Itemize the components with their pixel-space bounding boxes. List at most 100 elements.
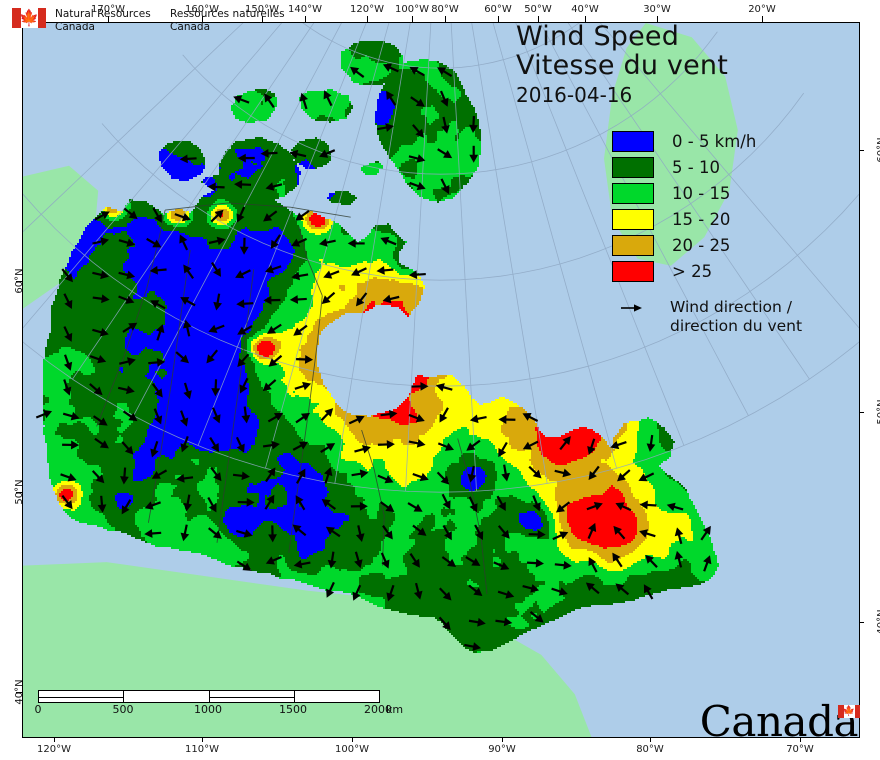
wind-arrow: [63, 326, 73, 342]
axis-label-top: 100°W: [395, 4, 429, 15]
wind-arrow: [380, 236, 397, 246]
wind-arrow: [121, 499, 132, 515]
wind-arrow: [210, 209, 224, 223]
agency-en-line1: Natural Resources: [55, 8, 151, 20]
wind-arrow: [92, 415, 108, 426]
wind-arrow: [412, 124, 424, 138]
wind-arrow: [612, 552, 623, 568]
wind-arrow: [208, 236, 226, 246]
wind-direction-label-fr: direction du vent: [670, 316, 803, 335]
axis-tick-right: [858, 622, 864, 623]
wind-arrow: [267, 412, 284, 423]
wind-arrow: [262, 440, 280, 450]
wind-arrow: [522, 440, 539, 450]
wind-arrow: [522, 584, 540, 593]
legend-row: 10 - 15: [612, 180, 802, 206]
wind-arrow: [153, 408, 163, 425]
wind-arrow: [263, 295, 281, 305]
axis-label-bottom: 120°W: [37, 744, 71, 755]
axis-label-top: 150°W: [245, 4, 279, 15]
wind-arrow: [208, 527, 222, 539]
wind-arrow: [497, 525, 510, 539]
legend-swatch: [612, 130, 654, 152]
map-canvas[interactable]: [22, 22, 860, 738]
wind-arrow: [439, 90, 449, 107]
wind-arrow: [180, 524, 190, 542]
canada-flag-icon: 🍁: [12, 8, 46, 28]
wind-arrow: [150, 300, 166, 310]
wind-arrow: [466, 439, 481, 451]
wind-arrow: [234, 180, 252, 189]
wind-arrow: [232, 471, 250, 481]
wind-arrow: [264, 494, 275, 510]
wind-arrow: [498, 415, 516, 424]
agency-en-line2: Canada: [55, 21, 95, 34]
wind-arrow: [465, 556, 481, 566]
axis-tick-top: [498, 16, 499, 22]
wind-arrow: [265, 467, 276, 483]
wind-arrow: [265, 182, 283, 191]
axis-tick-top: [445, 16, 446, 22]
legend-label: 0 - 5 km/h: [672, 131, 757, 151]
wind-arrow: [210, 466, 222, 482]
wind-arrow: [350, 501, 368, 511]
wind-arrow: [441, 116, 450, 134]
wind-arrow: [498, 441, 508, 458]
graticule-lines: [23, 23, 859, 493]
wind-arrow: [182, 319, 192, 337]
axis-label-top: 140°W: [288, 4, 322, 15]
wind-arrow: [321, 291, 336, 304]
wind-arrow: [266, 323, 282, 334]
wind-arrow: [436, 471, 450, 485]
wind-arrow: [437, 67, 453, 77]
wind-arrow: [62, 440, 80, 450]
wind-arrow: [152, 207, 162, 223]
wind-arrow: [264, 265, 282, 274]
wind-arrow: [439, 407, 449, 423]
axis-tick-top: [762, 16, 763, 22]
axis-tick-right: [858, 412, 864, 413]
agency-name-fr: Ressources naturelles Canada: [170, 8, 285, 34]
wind-arrow: [236, 529, 253, 538]
wind-arrow: [122, 322, 138, 333]
scale-tick-label: 500: [112, 703, 134, 716]
wind-arrow: [270, 234, 282, 250]
wind-arrow: [118, 270, 136, 280]
wind-arrow: [441, 493, 451, 510]
wind-arrow: [63, 293, 73, 309]
wind-arrow: [118, 238, 136, 247]
wind-arrow: [324, 467, 333, 484]
wind-arrow: [63, 354, 73, 371]
wind-arrow: [239, 377, 249, 394]
wind-arrow: [289, 149, 307, 159]
axis-tick-top: [108, 16, 109, 22]
axis-tick-bottom: [502, 736, 503, 742]
legend-label: 10 - 15: [672, 183, 731, 203]
wind-arrow: [469, 145, 479, 163]
wind-arrow: [295, 495, 306, 511]
wind-arrow: [380, 552, 390, 569]
legend-row: 20 - 25: [612, 232, 802, 258]
wind-arrow: [295, 468, 306, 484]
wind-arrow: [327, 551, 337, 569]
wind-arrow: [293, 559, 311, 569]
wind-arrow: [351, 267, 367, 277]
scale-tick-label: 1000: [194, 703, 222, 716]
wind-arrow: [382, 63, 399, 73]
wind-arrow: [61, 494, 73, 510]
wind-arrow: [211, 379, 221, 397]
wind-arrow: [117, 385, 135, 395]
wind-arrow: [35, 410, 53, 419]
wind-arrow: [120, 467, 129, 485]
wind-arrow: [92, 237, 110, 246]
axis-label-bottom: 100°W: [335, 744, 369, 755]
wind-arrow: [91, 470, 105, 484]
axis-tick-bottom: [800, 736, 801, 742]
wind-arrow: [376, 266, 394, 275]
wind-arrow: [442, 524, 452, 541]
axis-tick-left: [16, 492, 22, 493]
wind-arrow: [528, 465, 542, 479]
wind-arrow: [237, 353, 250, 367]
wordmark-text: Canada: [699, 697, 859, 747]
